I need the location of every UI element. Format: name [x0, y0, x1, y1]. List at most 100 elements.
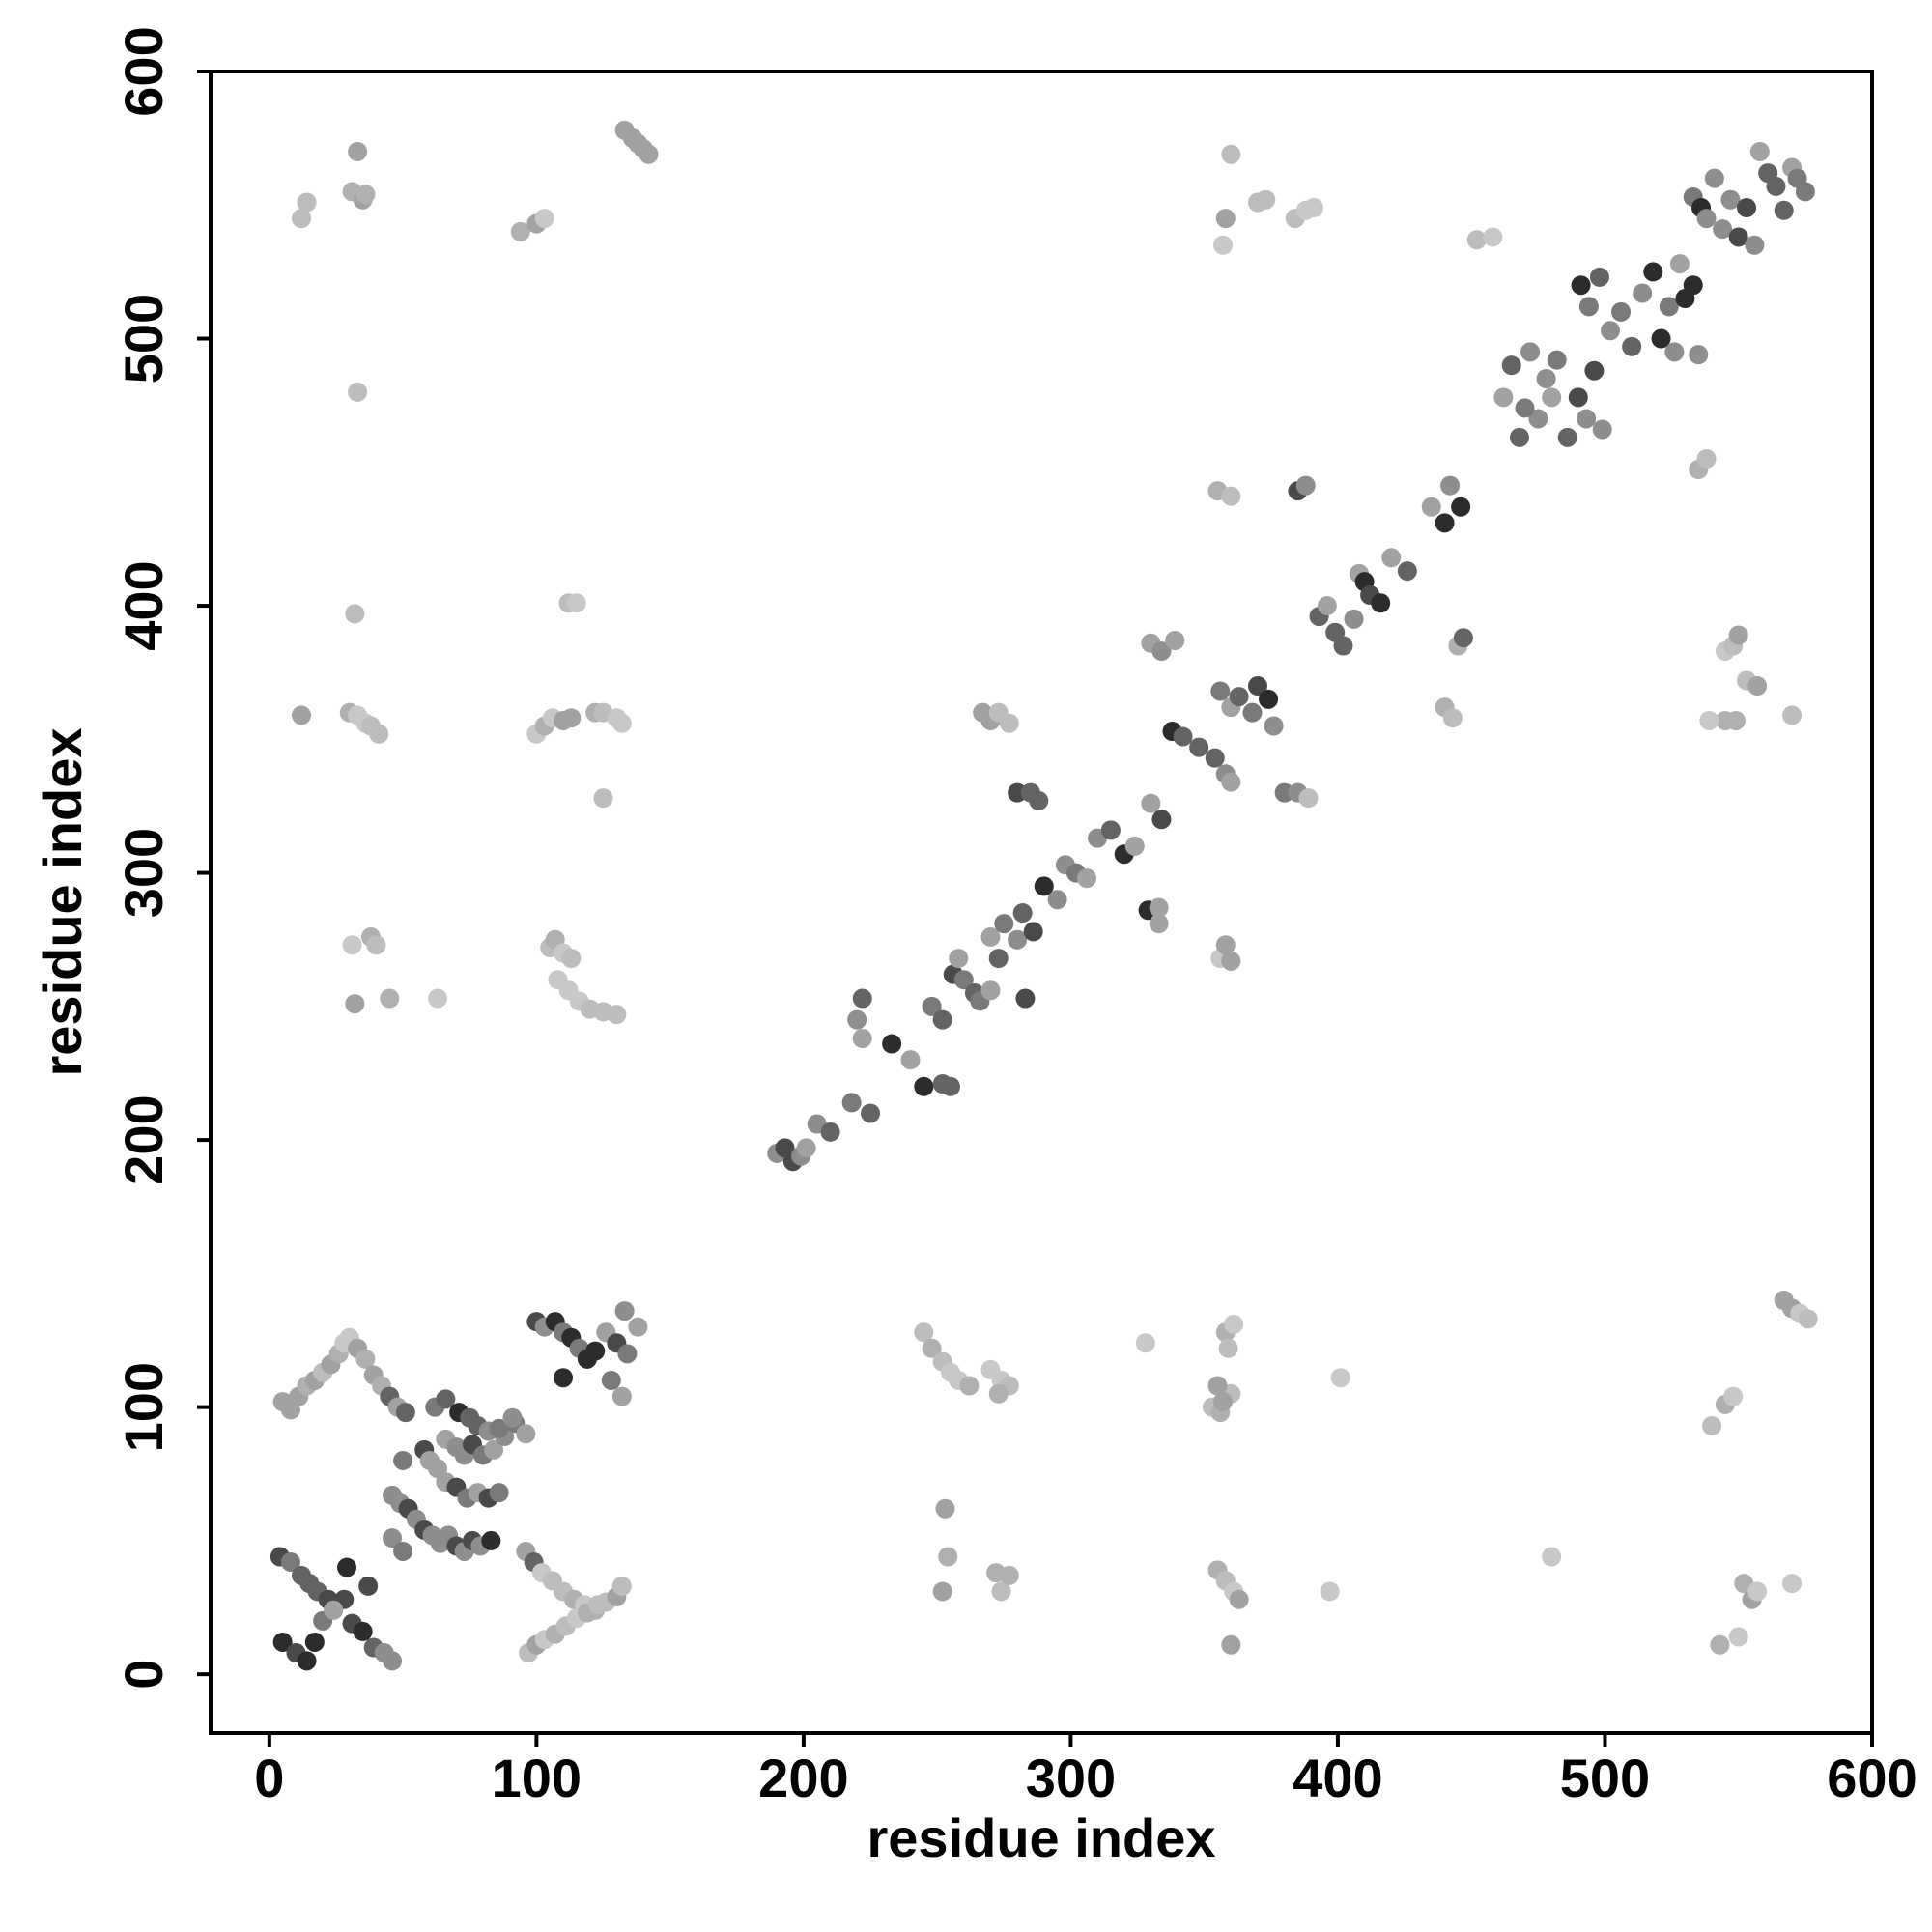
data-point	[383, 1651, 403, 1671]
data-point	[393, 1541, 413, 1561]
data-point	[611, 713, 632, 733]
data-point	[914, 1322, 934, 1343]
data-point	[611, 1386, 632, 1406]
data-point	[1077, 868, 1097, 889]
data-point	[1247, 676, 1267, 696]
data-point	[852, 988, 872, 1009]
data-point	[593, 788, 613, 809]
data-point	[1221, 144, 1241, 164]
data-point	[1371, 593, 1391, 613]
x-tick-label: 600	[1827, 1747, 1917, 1808]
data-point	[1015, 988, 1036, 1009]
data-point	[1215, 209, 1236, 229]
data-point	[1547, 350, 1567, 370]
data-point	[949, 949, 969, 969]
data-point	[994, 914, 1014, 934]
data-point	[1571, 275, 1591, 296]
data-point	[1589, 267, 1609, 287]
y-tick-label: 600	[113, 26, 174, 116]
data-point	[1440, 475, 1461, 496]
data-point	[1205, 748, 1225, 768]
data-point	[561, 708, 582, 728]
data-point	[1208, 1376, 1228, 1396]
y-tick-label: 200	[113, 1094, 174, 1184]
data-point	[510, 221, 530, 242]
data-point	[1149, 914, 1169, 934]
data-point	[1213, 235, 1234, 255]
data-point	[617, 1344, 638, 1364]
data-point	[1611, 301, 1632, 322]
y-tick-label: 500	[113, 294, 174, 384]
x-tick-label: 300	[1026, 1747, 1116, 1808]
data-point	[395, 1403, 415, 1423]
data-point	[292, 705, 312, 725]
data-point	[337, 1557, 357, 1577]
data-point	[1344, 609, 1364, 629]
data-point	[355, 1349, 376, 1369]
data-point	[601, 1370, 621, 1390]
data-point	[988, 949, 1009, 969]
data-point	[1702, 1415, 1722, 1435]
data-point	[1745, 235, 1765, 255]
data-point	[345, 604, 365, 624]
data-point	[922, 996, 942, 1016]
data-point	[932, 1581, 952, 1602]
data-point	[1651, 328, 1671, 349]
data-point	[554, 1368, 574, 1388]
data-point	[1295, 475, 1316, 496]
data-point	[1601, 321, 1621, 341]
data-point	[1622, 336, 1642, 356]
data-point	[587, 1595, 608, 1615]
data-point	[1747, 676, 1768, 696]
data-point	[980, 926, 1001, 947]
data-point	[534, 209, 554, 229]
data-point	[1135, 1333, 1155, 1353]
data-point	[280, 1552, 300, 1573]
data-point	[1633, 283, 1653, 303]
data-point	[1542, 387, 1562, 408]
data-point	[1766, 176, 1786, 196]
data-point	[1584, 360, 1605, 381]
data-point	[1259, 689, 1279, 709]
data-point	[1728, 227, 1748, 247]
data-point	[1536, 369, 1556, 389]
data-point	[366, 935, 386, 955]
x-tick-label: 500	[1560, 1747, 1650, 1808]
data-point	[1034, 876, 1054, 896]
x-tick-label: 100	[492, 1747, 582, 1808]
data-point	[861, 1103, 881, 1123]
data-point	[914, 1076, 934, 1096]
data-point	[1213, 1392, 1234, 1412]
data-point	[1795, 182, 1815, 202]
data-point	[1047, 890, 1067, 910]
data-point	[1720, 189, 1741, 210]
data-point	[999, 713, 1019, 733]
data-point	[1696, 448, 1717, 469]
y-tick-label: 400	[113, 560, 174, 650]
data-point	[1782, 705, 1803, 725]
data-point	[1501, 355, 1521, 376]
data-point	[820, 1122, 840, 1142]
data-point	[1592, 419, 1612, 440]
data-point	[991, 1581, 1011, 1602]
data-point	[1723, 1386, 1744, 1406]
data-point	[1515, 398, 1535, 418]
data-point	[1008, 929, 1028, 950]
data-point	[1151, 810, 1172, 830]
data-point	[1774, 200, 1794, 220]
data-point	[1568, 387, 1588, 408]
data-point	[1008, 782, 1028, 803]
data-point	[1542, 1547, 1562, 1567]
data-point	[1100, 820, 1121, 840]
data-point	[1578, 297, 1599, 317]
data-point	[1317, 596, 1337, 616]
x-tick-label: 0	[254, 1747, 284, 1808]
data-point	[1798, 1309, 1818, 1329]
data-point	[882, 1034, 902, 1054]
data-point	[1669, 254, 1690, 274]
data-point	[1274, 782, 1294, 803]
axis-ticks: 0 100 200 300 400 500 600 0 100 200 300 400 500 600	[113, 26, 1918, 1808]
data-point	[1728, 1627, 1748, 1647]
data-point	[999, 1565, 1019, 1585]
data-point	[1229, 1589, 1249, 1609]
